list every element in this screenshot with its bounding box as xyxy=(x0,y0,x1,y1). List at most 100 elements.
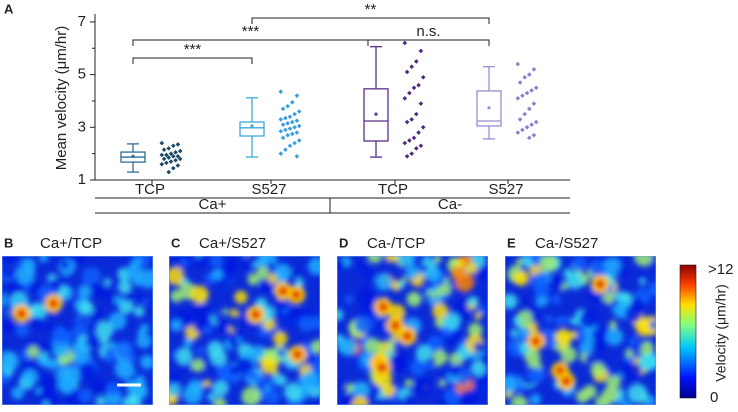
heatmap-blob xyxy=(352,396,369,405)
point xyxy=(294,153,300,159)
heatmap-hot xyxy=(561,376,572,387)
point xyxy=(515,96,521,101)
heatmap-blob xyxy=(648,281,656,297)
heatmap-blob xyxy=(554,316,564,326)
point xyxy=(161,147,167,152)
point xyxy=(280,135,286,141)
heatmap-blob xyxy=(142,298,149,305)
point xyxy=(402,140,408,146)
point xyxy=(278,89,284,95)
heatmap-blob xyxy=(344,294,354,304)
heatmap-blob xyxy=(364,338,382,357)
heatmap-blob xyxy=(535,294,549,307)
point xyxy=(414,111,419,117)
point xyxy=(524,125,530,130)
point xyxy=(520,93,525,98)
colorbar-max: >12 xyxy=(708,261,733,278)
point xyxy=(409,151,414,156)
heatmap-blob xyxy=(275,374,287,387)
heatmap-blob xyxy=(274,325,281,333)
heatmap-blob xyxy=(133,277,143,287)
heatmap-blob xyxy=(190,285,209,304)
heatmap-blob xyxy=(133,257,142,266)
point xyxy=(409,64,414,69)
heatmap-blob xyxy=(4,321,16,333)
heatmap-blob xyxy=(397,256,417,267)
heatmap-blob xyxy=(46,256,53,260)
heatmap-blob xyxy=(602,386,619,403)
heatmap-blob xyxy=(339,381,346,388)
point xyxy=(411,85,417,91)
heatmap-blob xyxy=(84,318,91,325)
heatmap-blob xyxy=(539,256,558,273)
heatmap-blob xyxy=(55,325,65,336)
heatmap-blob xyxy=(91,309,104,323)
heatmap-blob xyxy=(109,341,117,349)
point xyxy=(418,48,424,54)
heatmap-blob xyxy=(529,393,542,405)
heatmap-blob xyxy=(113,295,124,306)
point xyxy=(290,131,295,137)
point xyxy=(177,156,183,162)
heatmap-blob xyxy=(473,341,485,353)
heatmap-hot xyxy=(376,362,387,373)
heatmap-blob xyxy=(100,335,110,346)
heatmap-hot xyxy=(378,301,389,312)
heatmap-blob xyxy=(106,294,116,304)
heatmap-hot xyxy=(291,289,302,300)
point xyxy=(414,59,419,64)
heatmap-blob xyxy=(639,353,656,372)
heatmap-blob xyxy=(404,379,413,388)
heatmap-blob xyxy=(549,276,564,291)
heatmap-blob xyxy=(509,329,518,337)
heatmap-blob xyxy=(213,397,227,405)
heatmap-blob xyxy=(513,270,529,287)
heatmap-blob xyxy=(449,364,462,377)
y-tick-label: 3 xyxy=(78,118,86,135)
panel-title: Ca-/S527 xyxy=(535,235,598,252)
heatmap-blob xyxy=(579,308,599,329)
heatmap-blob xyxy=(71,339,88,356)
point xyxy=(533,85,539,91)
x-tick-label: TCP xyxy=(135,181,165,198)
heatmap-blob xyxy=(300,370,320,390)
point xyxy=(166,155,171,160)
heatmap-blob xyxy=(510,395,528,405)
point xyxy=(168,151,174,156)
point xyxy=(296,138,302,143)
heatmap-blob xyxy=(442,293,449,301)
heatmap-blob xyxy=(27,345,40,358)
heatmap-blob xyxy=(213,310,220,318)
heatmap-blobs xyxy=(337,256,488,405)
point xyxy=(171,143,176,149)
point xyxy=(420,125,426,130)
heatmap-blob xyxy=(584,354,595,365)
heatmap-blob xyxy=(79,301,94,316)
mean xyxy=(250,124,254,128)
box xyxy=(239,121,265,137)
heatmap-blob xyxy=(512,316,522,326)
point xyxy=(164,152,169,158)
heatmap-blob xyxy=(466,263,478,275)
heatmap-blob xyxy=(234,290,248,304)
heatmap-blob xyxy=(468,296,479,307)
heatmap-blob xyxy=(140,323,150,333)
heatmap-blob xyxy=(521,296,529,304)
heatmap-blob xyxy=(427,363,435,371)
heatmap-blob xyxy=(542,327,553,338)
heatmap-blob xyxy=(375,272,393,291)
heatmap-blob xyxy=(175,347,193,365)
panel-letter: A xyxy=(4,1,14,16)
point xyxy=(527,135,532,141)
point xyxy=(285,132,290,138)
group-label: Ca- xyxy=(438,196,462,213)
heatmap-blob xyxy=(228,326,235,334)
colorbar xyxy=(679,264,697,399)
heatmap-blob xyxy=(550,294,562,305)
point xyxy=(515,61,521,67)
heatmap-blob xyxy=(523,258,533,268)
heatmap-hot xyxy=(292,349,303,360)
point xyxy=(283,127,288,133)
point xyxy=(531,67,537,72)
